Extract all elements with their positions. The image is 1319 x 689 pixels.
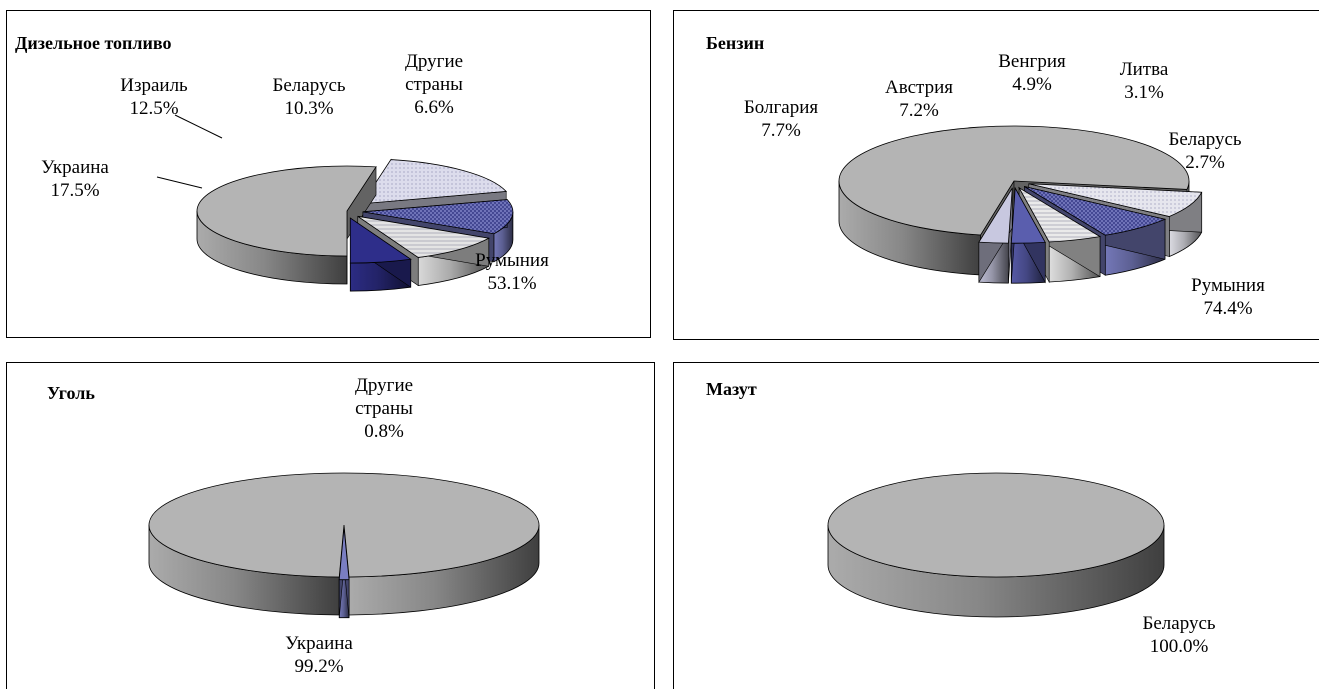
chart-title: Дизельное топливо <box>15 33 172 53</box>
data-label: Беларусь 100.0% <box>1142 613 1215 657</box>
data-label: Израиль 12.5% <box>120 75 188 119</box>
chart-svg-coal: Уголь Украина 99.2% Другие страны 0.8% <box>47 375 540 677</box>
chart-title: Мазут <box>706 379 757 399</box>
data-label: Венгрия 4.9% <box>998 51 1066 95</box>
data-label: Румыния 74.4% <box>1191 275 1265 319</box>
data-label: Болгария 7.7% <box>744 97 819 141</box>
chart-svg-gasoline: Бензин Румыния 74.4% Болгария 7.7% Австрия 7.2… <box>706 33 1265 319</box>
chart-panel-gasoline: Бензин Румыния 74.4% Болгария 7.7% Австрия 7.2… <box>673 10 1319 340</box>
pie-slice <box>349 217 412 292</box>
data-label: Другие страны 6.6% <box>405 51 463 118</box>
data-label: Другие страны 0.8% <box>355 375 413 442</box>
chart-panel-diesel: Дизельное топливо Румыния 53.1% Украина 17.5… <box>6 10 651 338</box>
pie-slice <box>338 527 350 619</box>
pie-slice <box>978 187 1013 284</box>
pie-slice <box>827 472 1165 618</box>
data-label: Австрия 7.2% <box>885 77 953 121</box>
data-label: Беларусь 10.3% <box>272 75 345 119</box>
data-label: Беларусь 2.7% <box>1168 129 1241 173</box>
chart-title: Бензин <box>706 33 764 53</box>
chart-svg-diesel: Дизельное топливо Румыния 53.1% Украина 17.5… <box>15 33 549 294</box>
pie-slice <box>148 472 540 616</box>
chart-title: Уголь <box>47 383 95 403</box>
leader-line <box>156 176 203 189</box>
data-label: Румыния 53.1% <box>475 250 549 294</box>
chart-panel-fuel-oil: Мазут Беларусь 100.0% <box>673 362 1319 689</box>
data-label: Украина 17.5% <box>41 157 109 201</box>
data-label: Украина 99.2% <box>285 633 353 677</box>
data-label: Литва 3.1% <box>1120 59 1169 103</box>
pie-slice <box>196 165 377 285</box>
leader-line <box>174 114 223 139</box>
pie-slice <box>1010 186 1046 284</box>
chart-panel-coal: Уголь Украина 99.2% Другие страны 0.8% <box>6 362 655 689</box>
chart-svg-fuel-oil: Мазут Беларусь 100.0% <box>706 379 1216 657</box>
